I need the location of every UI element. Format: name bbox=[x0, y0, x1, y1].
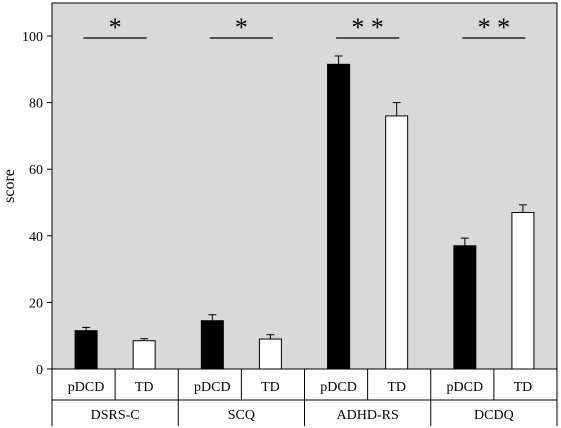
bar-td-dsrs-c bbox=[132, 340, 156, 370]
x-tick-label: TD bbox=[135, 380, 154, 395]
x-axis: pDCD TD DSRS-C pDCD TD SCQ pDCD TD ADHD-RS pDCD TD… bbox=[51, 369, 558, 426]
significance-marker: * bbox=[235, 13, 248, 42]
x-group-label: DCDQ bbox=[474, 408, 514, 423]
y-tick-label: 80 bbox=[29, 97, 43, 112]
plot-area bbox=[51, 2, 558, 370]
y-tick-label: 0 bbox=[36, 363, 43, 378]
x-group-label: ADHD-RS bbox=[337, 408, 399, 423]
x-tick-label: pDCD bbox=[447, 380, 484, 395]
error-bars-layer bbox=[82, 55, 527, 341]
x-tick-label: pDCD bbox=[320, 380, 357, 395]
y-tick-label: 100 bbox=[22, 30, 43, 45]
bar-td-dcdq bbox=[511, 211, 535, 370]
y-axis-title: score bbox=[1, 169, 18, 203]
y-tick-label: 40 bbox=[29, 230, 43, 245]
bar-pdcd-scq bbox=[200, 320, 224, 370]
x-tick-label: TD bbox=[514, 380, 533, 395]
x-group-label: SCQ bbox=[228, 408, 255, 423]
x-tick-label: pDCD bbox=[68, 380, 105, 395]
x-tick-label: TD bbox=[387, 380, 406, 395]
bar-pdcd-adhd-rs bbox=[327, 63, 351, 370]
bars-layer bbox=[74, 63, 535, 370]
x-tick-label: TD bbox=[261, 380, 280, 395]
bar-td-adhd-rs bbox=[385, 115, 409, 370]
bar-td-scq bbox=[258, 338, 282, 370]
significance-layer: * * * * * * bbox=[83, 13, 526, 42]
bar-pdcd-dcdq bbox=[453, 245, 477, 370]
significance-marker: * bbox=[109, 13, 122, 42]
y-tick-label: 60 bbox=[29, 163, 43, 178]
bar-pdcd-dsrs-c bbox=[74, 330, 98, 370]
x-group-label: DSRS-C bbox=[91, 408, 140, 423]
x-tick-label: pDCD bbox=[194, 380, 231, 395]
significance-marker: * * bbox=[478, 13, 511, 42]
y-axis: 0 20 40 60 80 100 bbox=[22, 30, 52, 378]
significance-marker: * * bbox=[351, 13, 384, 42]
y-tick-label: 20 bbox=[29, 296, 43, 311]
